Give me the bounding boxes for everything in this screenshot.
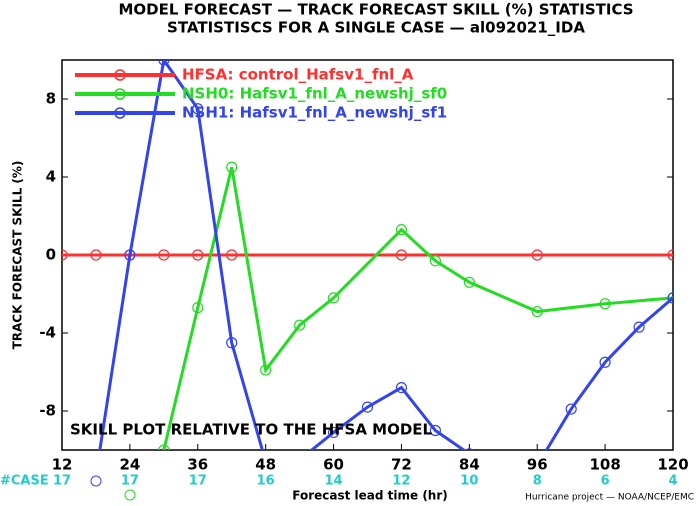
legend-marker bbox=[114, 107, 126, 119]
legend-label: HFSA: control_Hafsv1_fnl_A bbox=[182, 66, 414, 84]
point-marker bbox=[361, 401, 374, 413]
case-count: 17 bbox=[121, 474, 139, 489]
point-marker bbox=[192, 103, 204, 115]
case-count: 17 bbox=[189, 474, 207, 489]
point-marker bbox=[327, 426, 340, 439]
x-tick-label: 72 bbox=[391, 456, 412, 474]
point-marker bbox=[91, 470, 101, 480]
point-marker bbox=[192, 249, 204, 261]
point-marker bbox=[226, 161, 238, 173]
point-marker bbox=[158, 444, 170, 450]
point-marker bbox=[192, 302, 204, 314]
point-marker bbox=[531, 249, 543, 261]
point-marker bbox=[531, 305, 543, 318]
point-marker bbox=[294, 319, 306, 331]
x-tick-label: 84 bbox=[459, 456, 480, 474]
x-axis-label: Forecast lead time (hr) bbox=[292, 489, 448, 503]
point-marker bbox=[465, 448, 474, 450]
point-marker bbox=[295, 455, 305, 465]
footer: Hurricane project — NOAA/NCEP/EMC bbox=[525, 493, 694, 503]
x-tick-label: 48 bbox=[255, 456, 276, 474]
point-marker bbox=[158, 249, 170, 261]
point-marker bbox=[395, 249, 408, 261]
point-marker bbox=[260, 364, 272, 376]
point-marker bbox=[226, 337, 238, 349]
x-tick-label: 96 bbox=[527, 456, 548, 474]
y-tick-label: 4 bbox=[46, 168, 56, 186]
chart-subtitle: STATISTISCS FOR A SINGLE CASE — al092021… bbox=[167, 19, 585, 37]
case-count: 16 bbox=[257, 474, 275, 489]
x-tick-label: 108 bbox=[589, 456, 620, 474]
case-count: 4 bbox=[668, 474, 677, 489]
point-marker bbox=[429, 424, 441, 437]
point-marker bbox=[327, 292, 340, 304]
point-marker bbox=[395, 382, 408, 394]
legend-label: NSH1: Hafsv1_fnl_A_newshj_sf1 bbox=[182, 104, 447, 122]
legend-label: NSH0: Hafsv1_fnl_A_newshj_sf0 bbox=[182, 85, 447, 103]
point-marker bbox=[667, 292, 673, 304]
x-tick-label: 60 bbox=[323, 456, 344, 474]
point-marker bbox=[633, 321, 645, 333]
point-marker bbox=[395, 224, 408, 236]
y-axis-label: TRACK FORECAST SKILL (%) bbox=[11, 161, 25, 350]
point-marker bbox=[158, 60, 170, 66]
off-range-marker bbox=[124, 489, 136, 501]
point-marker bbox=[62, 249, 68, 261]
case-count: 17 bbox=[53, 474, 71, 489]
off-range-marker bbox=[90, 475, 102, 487]
series-line bbox=[98, 60, 673, 450]
annotation: SKILL PLOT RELATIVE TO THE HFSA MODEL bbox=[70, 421, 433, 439]
case-label: #CASE bbox=[0, 474, 49, 489]
point-marker bbox=[498, 465, 508, 475]
y-tick-label: 8 bbox=[46, 90, 56, 108]
case-count: 12 bbox=[392, 474, 410, 489]
point-marker bbox=[463, 276, 475, 288]
point-marker bbox=[599, 356, 611, 368]
series-line bbox=[162, 166, 673, 450]
point-marker bbox=[90, 249, 102, 261]
point-marker bbox=[565, 403, 577, 415]
point-marker bbox=[124, 249, 136, 261]
point-marker bbox=[429, 255, 441, 267]
case-count: 6 bbox=[601, 474, 610, 489]
point-marker bbox=[667, 249, 673, 261]
x-tick-label: 120 bbox=[657, 456, 688, 474]
case-count: 14 bbox=[325, 474, 343, 489]
x-tick-label: 24 bbox=[119, 456, 140, 474]
case-count: 8 bbox=[533, 474, 542, 489]
legend-marker bbox=[114, 88, 126, 100]
legend-marker bbox=[114, 69, 126, 81]
plot-area bbox=[62, 60, 673, 480]
point-marker bbox=[599, 298, 611, 310]
y-tick-label: -8 bbox=[39, 402, 56, 420]
case-count: 10 bbox=[460, 474, 478, 489]
chart-title: MODEL FORECAST — TRACK FORECAST SKILL (%… bbox=[118, 1, 633, 19]
y-tick-label: -4 bbox=[39, 324, 56, 342]
y-tick-label: 0 bbox=[46, 246, 56, 264]
x-tick-label: 36 bbox=[187, 456, 208, 474]
point-marker bbox=[226, 249, 238, 261]
x-tick-label: 12 bbox=[52, 456, 73, 474]
